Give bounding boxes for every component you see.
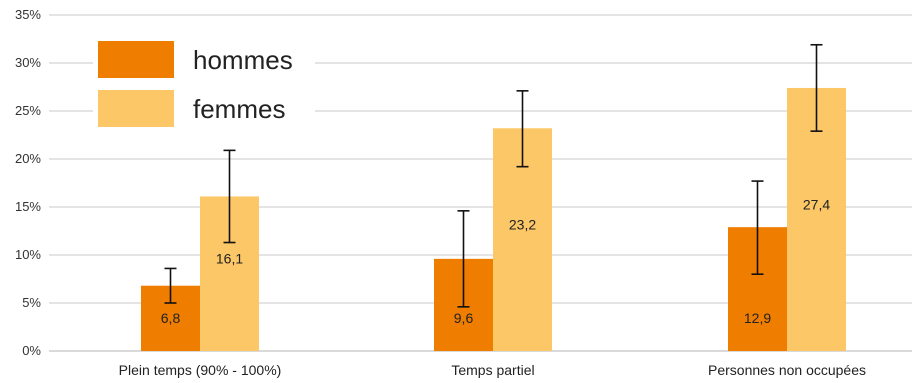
y-tick-label: 25% bbox=[15, 103, 41, 118]
x-category-label: Plein temps (90% - 100%) bbox=[119, 362, 282, 378]
y-tick-label: 30% bbox=[15, 55, 41, 70]
legend: hommes femmes bbox=[93, 35, 315, 132]
y-tick-label: 10% bbox=[15, 247, 41, 262]
legend-swatch-femmes bbox=[98, 90, 174, 127]
legend-swatch-hommes bbox=[98, 41, 174, 78]
y-tick-label: 20% bbox=[15, 151, 41, 166]
data-labels: 6,8 9,6 12,9 16,1 23,2 27,4 bbox=[161, 196, 831, 326]
y-axis: 0% 5% 10% 15% 20% 25% 30% 35% bbox=[15, 7, 41, 358]
data-label-hommes-1: 6,8 bbox=[161, 310, 181, 326]
x-category-label: Personnes non occupées bbox=[708, 362, 866, 378]
data-label-femmes-2: 23,2 bbox=[509, 217, 536, 233]
data-label-hommes-3: 12,9 bbox=[744, 310, 771, 326]
x-category-label: Temps partiel bbox=[451, 362, 534, 378]
data-label-femmes-3: 27,4 bbox=[803, 196, 830, 212]
error-bars bbox=[164, 43, 823, 308]
y-tick-label: 35% bbox=[15, 7, 41, 22]
data-label-hommes-2: 9,6 bbox=[454, 310, 474, 326]
y-tick-label: 5% bbox=[22, 295, 41, 310]
legend-label-hommes: hommes bbox=[193, 45, 293, 75]
legend-label-femmes: femmes bbox=[193, 94, 285, 124]
y-tick-label: 0% bbox=[22, 343, 41, 358]
data-label-femmes-1: 16,1 bbox=[216, 251, 243, 267]
y-tick-label: 15% bbox=[15, 199, 41, 214]
x-axis: Plein temps (90% - 100%) Temps partiel Per… bbox=[119, 362, 866, 378]
